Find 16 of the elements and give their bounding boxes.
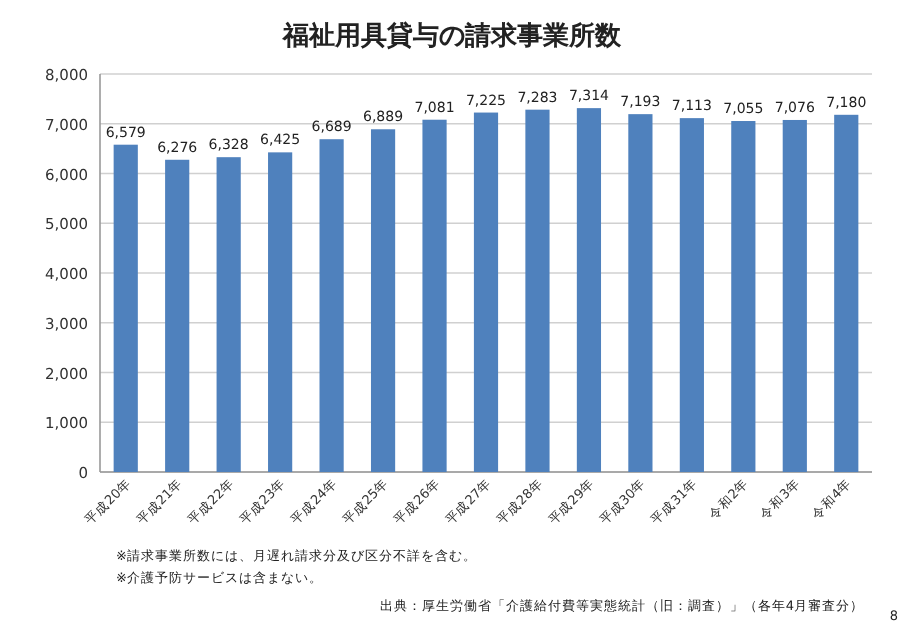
bar — [422, 119, 447, 472]
bar — [679, 118, 704, 472]
bar — [628, 114, 653, 472]
bar — [473, 112, 499, 472]
bar — [525, 109, 550, 472]
bar — [576, 108, 602, 472]
bar — [731, 121, 756, 472]
bar — [834, 114, 859, 472]
bar — [113, 144, 138, 472]
bar — [319, 139, 344, 472]
bar — [370, 129, 396, 472]
bar — [216, 157, 241, 472]
chart-title: 福祉用具貸与の請求事業所数 — [281, 20, 623, 52]
bar — [782, 119, 807, 472]
bar — [268, 152, 293, 472]
bar — [165, 159, 190, 472]
